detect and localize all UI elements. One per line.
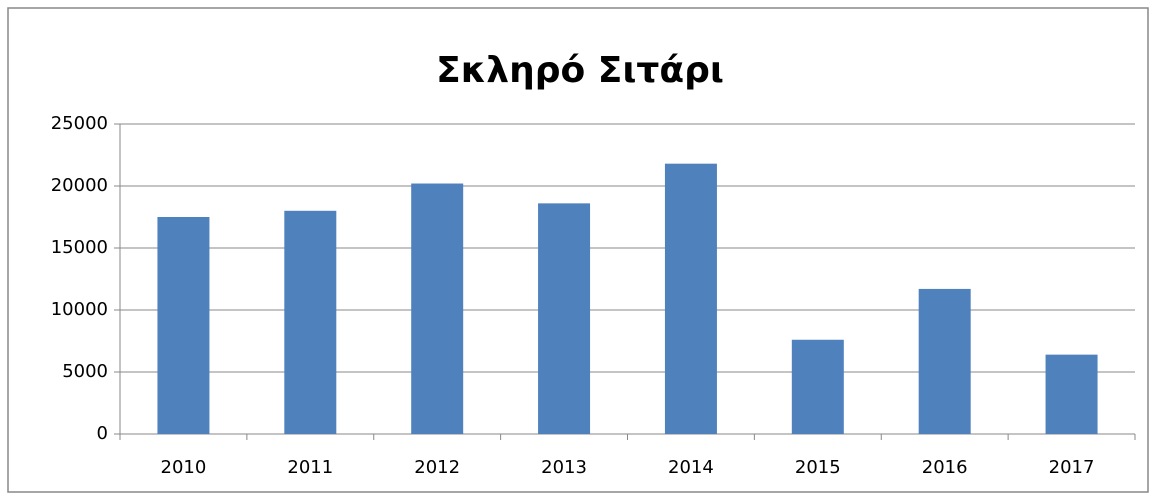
- y-tick-label: 10000: [51, 299, 108, 320]
- bar: [157, 217, 210, 434]
- bar: [1045, 354, 1098, 434]
- x-tick-label: 2014: [668, 457, 714, 478]
- x-tick-label: 2012: [414, 457, 460, 478]
- x-tick-label: 2010: [161, 457, 207, 478]
- bar: [284, 210, 337, 434]
- bar: [791, 339, 844, 434]
- x-tick-label: 2013: [541, 457, 587, 478]
- bar: [411, 183, 464, 434]
- chart-title: Σκληρό Σιτάρι: [436, 50, 724, 91]
- bar: [918, 288, 971, 434]
- y-tick-label: 5000: [62, 361, 108, 382]
- y-tick-label: 15000: [51, 237, 108, 258]
- y-tick-label: 25000: [51, 113, 108, 134]
- x-tick-label: 2017: [1049, 457, 1095, 478]
- x-tick-label: 2015: [795, 457, 841, 478]
- x-tick-label: 2016: [922, 457, 968, 478]
- y-tick-label: 0: [97, 423, 108, 444]
- bar: [664, 163, 717, 434]
- y-tick-label: 20000: [51, 175, 108, 196]
- x-tick-label: 2011: [287, 457, 333, 478]
- bar: [538, 203, 591, 434]
